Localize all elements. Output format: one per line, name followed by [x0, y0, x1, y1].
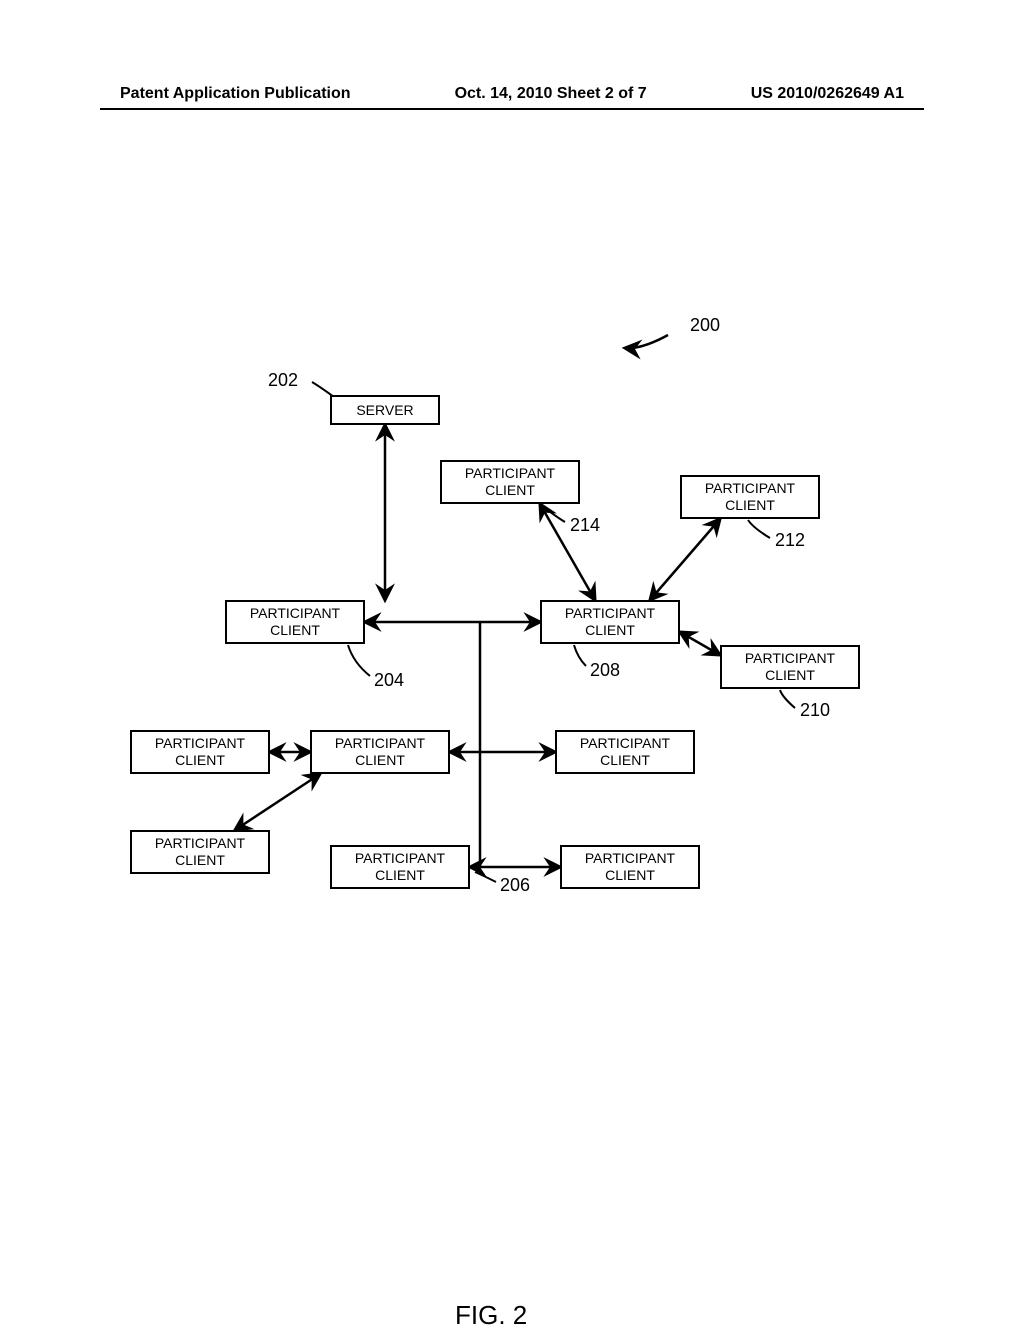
node-label-top: PARTICIPANT: [705, 480, 795, 497]
node-label-bottom: CLIENT: [765, 667, 815, 684]
node-label-top: PARTICIPANT: [155, 735, 245, 752]
node-pcA: PARTICIPANTCLIENT: [130, 730, 270, 774]
edges-layer: [0, 300, 1024, 1020]
node-label-bottom: CLIENT: [375, 867, 425, 884]
node-pcE: PARTICIPANTCLIENT: [560, 845, 700, 889]
node-pc206: PARTICIPANTCLIENT: [330, 845, 470, 889]
header-center: Oct. 14, 2010 Sheet 2 of 7: [455, 85, 647, 103]
node-pc214: PARTICIPANTCLIENT: [440, 460, 580, 504]
ref-label-210: 210: [800, 700, 830, 721]
node-pc210: PARTICIPANTCLIENT: [720, 645, 860, 689]
ref-label-212: 212: [775, 530, 805, 551]
page-header: Patent Application Publication Oct. 14, …: [0, 85, 1024, 103]
node-server: SERVER: [330, 395, 440, 425]
node-pcD: PARTICIPANTCLIENT: [130, 830, 270, 874]
node-label-bottom: CLIENT: [725, 497, 775, 514]
node-label-top: PARTICIPANT: [565, 605, 655, 622]
node-label-bottom: CLIENT: [585, 622, 635, 639]
node-label-bottom: CLIENT: [175, 852, 225, 869]
node-label-top: PARTICIPANT: [250, 605, 340, 622]
figure-caption: FIG. 2: [455, 1300, 527, 1331]
node-pc204: PARTICIPANTCLIENT: [225, 600, 365, 644]
node-pcC: PARTICIPANTCLIENT: [555, 730, 695, 774]
node-pc208: PARTICIPANTCLIENT: [540, 600, 680, 644]
node-label-top: PARTICIPANT: [355, 850, 445, 867]
node-label-top: PARTICIPANT: [335, 735, 425, 752]
node-pc212: PARTICIPANTCLIENT: [680, 475, 820, 519]
node-label-top: PARTICIPANT: [465, 465, 555, 482]
ref-label-202: 202: [268, 370, 298, 391]
header-left: Patent Application Publication: [120, 85, 351, 103]
ref-label-208: 208: [590, 660, 620, 681]
node-label-bottom: CLIENT: [605, 867, 655, 884]
node-label-top: PARTICIPANT: [585, 850, 675, 867]
node-label-top: PARTICIPANT: [155, 835, 245, 852]
node-label-bottom: CLIENT: [355, 752, 405, 769]
header-rule: [100, 108, 924, 110]
header-right: US 2010/0262649 A1: [751, 85, 904, 103]
ref-label-214: 214: [570, 515, 600, 536]
figure-diagram: 200SERVER202PARTICIPANTCLIENT214PARTICIP…: [0, 300, 1024, 1020]
node-label-bottom: CLIENT: [270, 622, 320, 639]
node-label-top: PARTICIPANT: [745, 650, 835, 667]
ref-label-204: 204: [374, 670, 404, 691]
system-ref-label: 200: [690, 315, 720, 336]
node-label-bottom: CLIENT: [485, 482, 535, 499]
node-label-top: SERVER: [356, 402, 413, 419]
node-label-bottom: CLIENT: [175, 752, 225, 769]
node-label-bottom: CLIENT: [600, 752, 650, 769]
node-pcB: PARTICIPANTCLIENT: [310, 730, 450, 774]
ref-label-206: 206: [500, 875, 530, 896]
node-label-top: PARTICIPANT: [580, 735, 670, 752]
